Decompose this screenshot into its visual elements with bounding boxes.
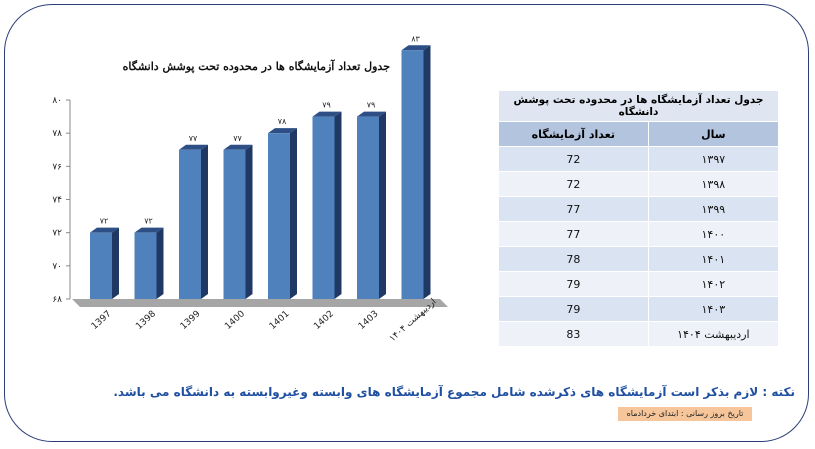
table-header-count: تعداد آزمایشگاه xyxy=(498,121,649,147)
bar-side xyxy=(423,45,431,299)
table-row: ۱۴۰۲ 79 xyxy=(498,271,780,297)
bar-value-label: ۷۷ xyxy=(233,134,242,143)
x-tick-label: 1397 xyxy=(90,309,114,332)
bar-value-label: ۸۳ xyxy=(411,34,420,43)
bar-side xyxy=(112,227,119,299)
table-row: ۱۴۰۳ 79 xyxy=(498,296,780,322)
bar-top xyxy=(357,111,386,117)
rounded-frame xyxy=(4,4,809,442)
bar xyxy=(357,116,379,299)
table-cell-count: 79 xyxy=(498,271,649,297)
table-cell-count: 79 xyxy=(498,296,649,322)
table-row: ۱۴۰۱ 78 xyxy=(498,246,780,272)
bar xyxy=(179,149,201,299)
y-tick-label: ۷۲ xyxy=(52,229,62,239)
table-cell-year: ۱۴۰۱ xyxy=(647,246,780,272)
x-tick-label: 1401 xyxy=(268,309,292,332)
bar-side xyxy=(290,128,297,299)
bar-value-label: ۷۷ xyxy=(189,134,198,143)
bar-value-label: ۷۲ xyxy=(100,217,109,226)
table-cell-count: 83 xyxy=(498,321,649,347)
table-header-year: سال xyxy=(647,121,780,147)
bar-side xyxy=(201,144,208,299)
table-row: اردیبهشت ۱۴۰۴ 83 xyxy=(498,321,780,347)
bar-top xyxy=(90,227,119,233)
table-row: ۱۳۹۹ 77 xyxy=(498,196,780,222)
data-table: جدول تعداد آزمایشگاه ها در محدوده تحت پو… xyxy=(498,90,780,347)
x-tick-label: 1398 xyxy=(134,309,158,332)
y-tick-label: ۸۰ xyxy=(52,96,62,106)
table-cell-count: 78 xyxy=(498,246,649,272)
table-title: جدول تعداد آزمایشگاه ها در محدوده تحت پو… xyxy=(498,90,779,122)
bar-value-label: ۷۹ xyxy=(322,101,331,110)
x-tick-label: 1399 xyxy=(179,309,203,332)
table-cell-year: ۱۳۹۹ xyxy=(647,196,780,222)
bar-value-label: ۷۹ xyxy=(367,101,376,110)
bar xyxy=(90,232,112,299)
footnote: نکته : لازم بذکر است آزمایشگاه های ذکرشد… xyxy=(113,385,795,399)
y-tick-label: ۷۶ xyxy=(52,162,62,172)
bar-top xyxy=(179,144,208,150)
chart-title: جدول تعداد آزمایشگاه ها در محدوده تحت پو… xyxy=(122,60,390,73)
bar-top xyxy=(401,45,431,51)
bar-side xyxy=(334,111,342,299)
table-cell-year: ۱۴۰۲ xyxy=(647,271,780,297)
table-row: ۱۳۹۸ 72 xyxy=(498,171,780,197)
bar-side xyxy=(245,144,253,299)
x-tick-label: 1400 xyxy=(223,309,247,332)
table-cell-year: ۱۴۰۰ xyxy=(647,221,780,247)
bar-top xyxy=(268,128,297,134)
bar-value-label: ۷۸ xyxy=(278,117,287,126)
y-tick-label: ۶۸ xyxy=(52,295,62,305)
table-cell-year: ۱۳۹۷ xyxy=(647,146,780,172)
bar-side xyxy=(379,111,386,299)
table-row: ۱۴۰۰ 77 xyxy=(498,221,780,247)
table-cell-count: 72 xyxy=(498,171,649,197)
bar-side xyxy=(156,227,164,299)
y-tick-label: ۷۰ xyxy=(52,262,62,272)
table-cell-year: ۱۴۰۳ xyxy=(647,296,780,322)
table-cell-year: ۱۳۹۸ xyxy=(647,171,780,197)
bar xyxy=(312,116,335,299)
bar-value-label: ۷۲ xyxy=(144,217,153,226)
table-row: ۱۳۹۷ 72 xyxy=(498,146,780,172)
x-tick-label: 1403 xyxy=(357,309,381,332)
bar xyxy=(223,149,246,299)
chart-floor xyxy=(72,299,448,307)
bar xyxy=(401,50,424,299)
table-cell-count: 77 xyxy=(498,221,649,247)
bar xyxy=(268,133,290,299)
bar-top xyxy=(134,227,164,233)
data-table-container: جدول تعداد آزمایشگاه ها در محدوده تحت پو… xyxy=(498,90,780,347)
table-cell-year: اردیبهشت ۱۴۰۴ xyxy=(647,321,780,347)
table-cell-count: 72 xyxy=(498,146,649,172)
x-tick-label: 1402 xyxy=(312,309,336,332)
bar xyxy=(134,232,157,299)
update-date-badge: تاریخ بروز رسانی : ابتدای خردادماه xyxy=(618,407,752,421)
table-cell-count: 77 xyxy=(498,196,649,222)
y-tick-label: ۷۸ xyxy=(52,129,62,139)
bar-top xyxy=(312,111,342,117)
y-tick-label: ۷۴ xyxy=(52,196,62,206)
bar-top xyxy=(223,144,253,150)
